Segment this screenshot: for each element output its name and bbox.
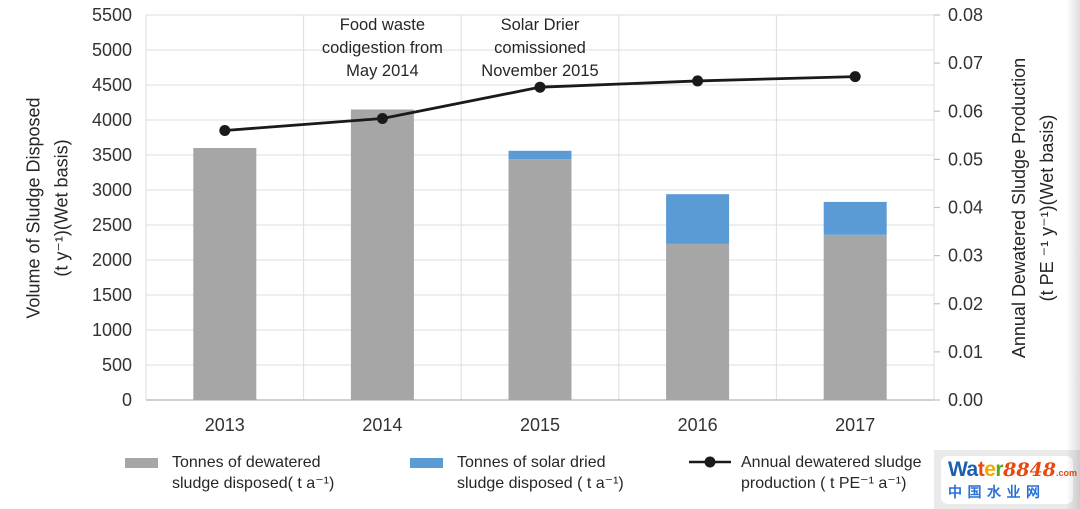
left-axis-tick-label: 4500 [92,75,132,95]
watermark-logo-part: e [984,457,996,481]
left-axis-tick-label: 1000 [92,320,132,340]
bar-2013-dewatered [193,148,257,400]
annotation-line: Food waste [339,16,426,34]
right-axis-tick-label: 0.08 [948,5,983,25]
watermark-logo-part: r [995,457,1004,481]
legend-item-dewatered-sludge: Tonnes of dewatered sludge disposed( t a… [125,452,334,494]
left-axis-tick-label: 1500 [92,285,132,305]
bar-2014-dewatered [350,109,414,400]
water8848-logo: Water8848.com [948,457,1077,484]
watermark-logo-part: 8848 [1003,458,1056,481]
right-axis-tick-label: 0.05 [948,149,983,169]
left-axis-tick-label: 3000 [92,180,132,200]
line-marker-2017 [849,71,861,83]
right-axis-tick-label: 0.01 [948,342,983,362]
legend-label: Tonnes of solar dried sludge disposed ( … [457,452,624,494]
x-axis-label-2016: 2016 [678,415,718,435]
legend-swatch-blue-bar [410,458,443,468]
legend-label-line1: Annual dewatered sludge [741,454,922,471]
legend-label-line1: Tonnes of dewatered [172,454,321,471]
left-axis-tick-label: 2500 [92,215,132,235]
legend-label-line2: sludge disposed( t a⁻¹) [172,475,335,492]
bar-2017-solar-dried [823,201,887,235]
watermark-box: Water8848.com 中国水业网 [941,455,1077,504]
annotation-line: codigestion from [321,39,443,57]
legend-label-line2: sludge disposed ( t a⁻¹) [457,475,624,492]
watermark-logo-part: Wa [948,457,978,481]
x-axis-label-2014: 2014 [362,415,402,435]
x-axis-label-2017: 2017 [835,415,875,435]
x-axis-label-2015: 2015 [520,415,560,435]
left-axis-tick-label: 3500 [92,145,132,165]
right-axis-tick-label: 0.04 [948,198,983,218]
left-axis-tick-label: 4000 [92,110,132,130]
right-axis-tick-label: 0.07 [948,53,983,73]
legend-label: Tonnes of dewatered sludge disposed( t a… [172,452,334,494]
annotation-line: November 2015 [481,62,599,80]
right-axis-tick-label: 0.03 [948,246,983,266]
line-marker-2014 [376,112,388,124]
line-marker-2015 [534,81,546,93]
right-axis-tick-label: 0.06 [948,101,983,121]
annotation-line: Solar Drier [500,16,580,34]
right-axis-tick-label: 0.00 [948,390,983,410]
legend-line-marker-icon [689,456,731,468]
watermark-chinese-text: 中国水业网 [948,483,1046,500]
x-axis-label-2013: 2013 [205,415,245,435]
line-marker-2016 [692,75,704,87]
legend-label: Annual dewatered sludge production ( t P… [741,452,922,494]
right-axis-tick-label: 0.02 [948,294,983,314]
water8848-watermark: Water8848.com 中国水业网 [934,450,1080,509]
annotation-line: comissioned [494,39,586,57]
bar-2017-dewatered [823,234,887,400]
watermark-logo-part: t [977,457,985,481]
left-axis-tick-label: 2000 [92,250,132,270]
legend-label-line2: production ( t PE⁻¹ a⁻¹) [741,475,907,492]
left-axis-tick-label: 5000 [92,40,132,60]
bar-2016-solar-dried [666,194,730,244]
annotation-solar-drier: Solar Drier comissioned November 2015 [445,14,635,83]
bar-2015-dewatered [508,159,572,400]
annotation-food-waste: Food waste codigestion from May 2014 [287,14,477,83]
left-axis-tick-label: 0 [122,390,132,410]
legend-label-line1: Tonnes of solar dried [457,454,606,471]
bar-2015-solar-dried [508,150,572,160]
line-marker-2013 [219,125,231,136]
legend-item-sludge-production: Annual dewatered sludge production ( t P… [688,452,922,494]
legend-swatch-gray-bar [125,458,158,468]
annotation-line: May 2014 [346,62,419,80]
watermark-logo-part: .com [1056,467,1078,478]
left-axis-tick-label: 5500 [92,5,132,25]
bar-2016-dewatered [666,243,730,400]
left-axis-tick-label: 500 [102,355,132,375]
legend-item-solar-dried-sludge: Tonnes of solar dried sludge disposed ( … [410,452,624,494]
